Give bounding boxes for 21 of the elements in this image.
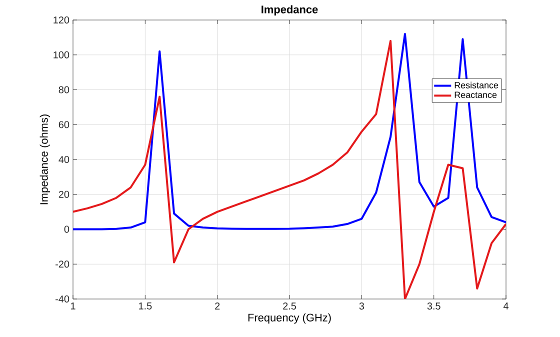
y-tick-label: -40 — [56, 295, 70, 303]
x-axis-title: Frequency (GHz) — [248, 313, 331, 324]
y-tick-label: 60 — [58, 121, 70, 128]
x-tick-label: 1 — [71, 302, 76, 310]
y-tick-label: -20 — [56, 260, 70, 268]
y-tick-label: 100 — [54, 51, 70, 58]
x-tick-label: 2.5 — [283, 302, 296, 310]
x-tick-label: 2 — [215, 302, 220, 310]
y-tick-label: 20 — [58, 190, 70, 198]
y-axis-title: Impedance (ohms) — [40, 114, 50, 204]
y-tick-label: 80 — [58, 86, 70, 94]
y-tick-label: 40 — [58, 156, 70, 164]
x-tick-label: 4 — [503, 302, 508, 310]
y-tick-label: 0 — [64, 226, 70, 233]
x-tick-label: 3 — [359, 302, 364, 310]
x-tick-label: 1.5 — [139, 302, 152, 310]
y-tick-label: 120 — [54, 16, 70, 24]
chart-title: Impedance — [262, 5, 318, 16]
legend-label: Resistance — [454, 82, 498, 88]
x-tick-label: 3.5 — [427, 302, 440, 310]
legend-label: Reactance — [454, 92, 497, 98]
